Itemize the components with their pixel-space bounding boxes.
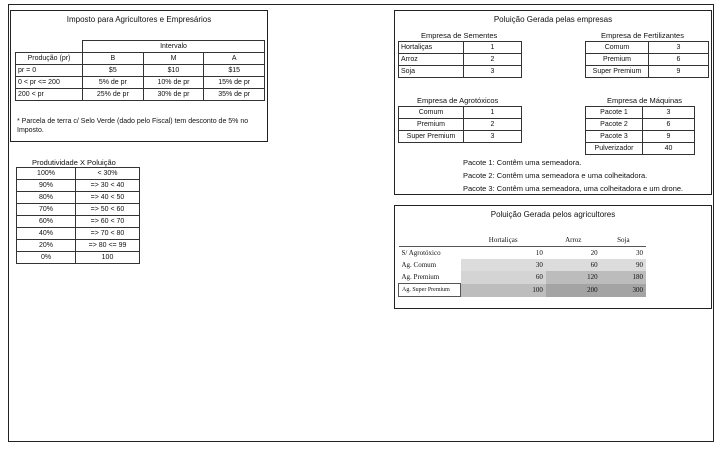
poluicao-empresas-title: Poluição Gerada pelas empresas: [493, 15, 613, 24]
table-row: Soja 3: [398, 65, 522, 78]
produtividade-title: Produtividade X Poluição: [32, 158, 116, 167]
maquinas-title: Empresa de Máquinas: [607, 96, 683, 105]
table-row: Ag. Premium 60 120 180: [399, 271, 646, 284]
sementes-table: Hortaliças 1 Arroz 2 Soja 3: [398, 41, 522, 78]
table-row: 80% => 40 < 50: [16, 191, 140, 204]
pacote-1-desc: Pacote 1: Contêm uma semeadora.: [463, 158, 582, 167]
table-row: Ag. Super Premium 100 200 300: [398, 283, 646, 297]
poluicao-empresas-panel: Poluição Gerada pelas empresas Empresa d…: [394, 10, 712, 195]
table-row: Super Premium 3: [398, 130, 522, 143]
header-b: B: [82, 52, 144, 65]
table-row: Comum 3: [585, 41, 709, 54]
sementes-title: Empresa de Sementes: [421, 31, 498, 40]
header-m: M: [142, 52, 205, 65]
table-row: Hortaliças 1: [398, 41, 522, 54]
table-row: Comum 1: [398, 106, 522, 119]
table-row: 60% => 60 < 70: [16, 215, 140, 228]
imposto-title: Imposto para Agricultores e Empresários: [66, 15, 212, 24]
table-row: Super Premium 9: [585, 65, 709, 78]
imposto-note: * Parcela de terra c/ Selo Verde (dado p…: [17, 118, 249, 134]
header-arroz: Arroz: [565, 236, 582, 244]
header-producao: Produção (pr): [15, 52, 83, 65]
table-row: 90% => 30 < 40: [16, 179, 140, 192]
table-row: Premium 6: [585, 53, 709, 66]
page-frame: [8, 4, 714, 442]
table-row: 40% => 70 < 80: [16, 227, 140, 240]
fertilizantes-title: Empresa de Fertilizantes: [601, 31, 684, 40]
poluicao-agricultores-panel: Poluição Gerada pelos agricultores Horta…: [394, 205, 712, 309]
table-row: 70% => 50 < 60: [16, 203, 140, 216]
table-row: pr = 0 $5 $10 $15: [15, 64, 265, 77]
table-row: S/ Agrotóxico 10 20 30: [398, 246, 646, 259]
imposto-panel: Imposto para Agricultores e Empresários …: [10, 10, 268, 142]
table-row: Ag. Comum 30 60 90: [399, 259, 646, 271]
header-a: A: [203, 52, 265, 65]
header-hortalicas: Hortaliças: [488, 236, 518, 244]
table-row: 200 < pr 25% de pr 30% de pr 35% de pr: [15, 88, 265, 101]
pacote-2-desc: Pacote 2: Contêm uma semeadora e uma col…: [463, 171, 648, 180]
poluicao-agricultores-table: Hortaliças Arroz Soja S/ Agrotóxico 10 2…: [398, 234, 646, 297]
produtividade-table: 100% < 30% 90% => 30 < 40 80% => 40 < 50 70…: [16, 167, 140, 264]
table-row: 0 < pr <= 200 5% de pr 10% de pr 15% de …: [15, 76, 265, 89]
intervalo-header: Intervalo: [82, 40, 265, 53]
header-soja: Soja: [617, 236, 630, 244]
pacote-3-desc: Pacote 3: Contêm uma semeadora, uma colh…: [463, 184, 684, 193]
table-row: Pulverizador 40: [585, 142, 695, 155]
imposto-table: Intervalo Produção (pr) B M A pr = 0 $5 …: [15, 40, 265, 101]
poluicao-agricultores-title: Poluição Gerada pelos agricultores: [490, 210, 616, 219]
agrotoxicos-table: Comum 1 Premium 2 Super Premium 3: [398, 106, 522, 143]
table-row: Arroz 2: [398, 53, 522, 66]
fertilizantes-table: Comum 3 Premium 6 Super Premium 9: [585, 41, 709, 78]
table-row: 100% < 30%: [16, 167, 140, 180]
agrotoxicos-title: Empresa de Agrotóxicos: [417, 96, 499, 105]
table-row: 0% 100: [16, 251, 140, 264]
table-row: Premium 2: [398, 118, 522, 131]
table-row: 20% => 80 <= 99: [16, 239, 140, 252]
